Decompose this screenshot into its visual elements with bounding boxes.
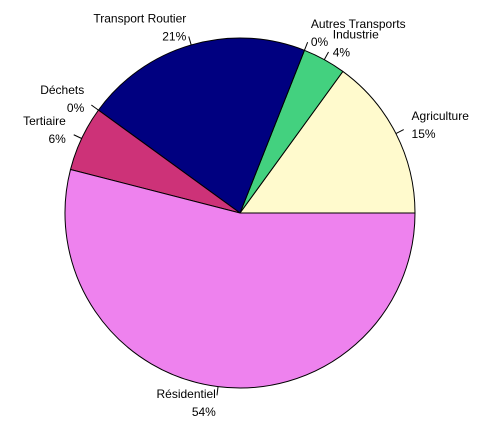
pie-slice <box>97 37 306 214</box>
leader-line <box>188 36 192 46</box>
slice-value-label: 54% <box>192 405 216 419</box>
slice-label: Transport Routier <box>93 11 186 25</box>
leader-line <box>323 51 329 60</box>
slice-value-label: 4% <box>333 45 351 59</box>
slice-label: Déchets <box>40 83 84 97</box>
leader-line <box>303 41 309 51</box>
leader-line <box>216 386 219 396</box>
leader-line <box>91 104 99 111</box>
slice-value-label: 0% <box>311 35 329 49</box>
slice-label: Résidentiel <box>156 387 215 401</box>
slice-label: Autres Transports <box>311 17 406 31</box>
slice-label: Industrie <box>333 27 379 41</box>
slice-value-label: 0% <box>67 101 85 115</box>
pie-slice <box>239 70 416 214</box>
slice-label: Tertiaire <box>23 114 66 128</box>
slice-value-label: 6% <box>48 132 66 146</box>
slice-value-label: 21% <box>162 29 186 43</box>
leader-line <box>73 134 82 139</box>
pie-slice <box>64 168 416 389</box>
slice-label: Agriculture <box>412 109 470 123</box>
leader-line <box>395 129 404 134</box>
slice-value-label: 15% <box>412 127 436 141</box>
